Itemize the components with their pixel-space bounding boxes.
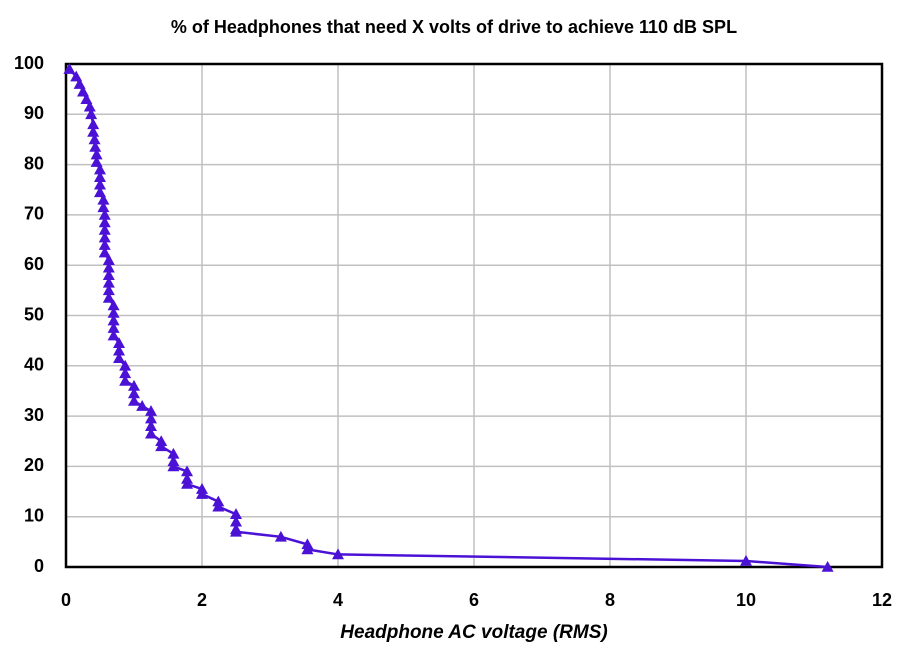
marker	[145, 427, 157, 439]
marker	[98, 208, 111, 220]
marker	[119, 374, 132, 386]
marker	[94, 186, 106, 198]
marker	[90, 156, 103, 167]
y-tick-label: 0	[34, 556, 44, 576]
marker	[77, 85, 89, 97]
x-tick-label: 2	[197, 590, 207, 610]
marker	[128, 395, 140, 406]
x-axis-label: Headphone AC voltage (RMS)	[340, 622, 607, 643]
y-tick-label: 50	[24, 304, 44, 324]
marker	[167, 460, 180, 472]
marker	[63, 63, 76, 74]
marker	[85, 108, 98, 120]
y-tick-label: 20	[24, 455, 44, 475]
marker	[102, 261, 115, 273]
marker	[80, 93, 93, 105]
y-tick-label: 70	[24, 204, 44, 224]
marker	[87, 125, 100, 137]
marker	[274, 530, 287, 542]
marker	[88, 133, 101, 145]
marker	[212, 500, 225, 512]
y-tick-label: 80	[24, 153, 44, 173]
marker	[119, 359, 132, 371]
plot-border	[64, 62, 884, 569]
marker	[181, 478, 194, 489]
marker	[821, 561, 834, 572]
marker	[98, 216, 111, 228]
marker	[98, 231, 111, 243]
marker	[181, 465, 194, 477]
marker	[94, 163, 106, 175]
y-tick-label: 60	[24, 254, 44, 274]
marker	[102, 291, 115, 303]
data-line	[68, 68, 828, 569]
x-tick-label: 6	[469, 590, 479, 610]
marker	[113, 344, 126, 356]
y-tick-label: 10	[24, 505, 44, 525]
marker	[128, 387, 140, 399]
marker	[136, 400, 149, 411]
marker	[145, 405, 157, 416]
marker	[196, 488, 208, 499]
marker	[230, 508, 242, 519]
marker	[145, 420, 157, 431]
marker	[301, 543, 314, 555]
marker	[107, 329, 120, 341]
marker	[97, 201, 110, 213]
marker	[94, 171, 106, 182]
x-tick-label: 4	[333, 590, 343, 610]
y-tick-label: 100	[14, 53, 44, 73]
marker	[107, 322, 120, 333]
marker	[102, 276, 115, 288]
marker	[230, 525, 242, 537]
marker	[145, 412, 157, 424]
y-tick-label: 30	[24, 405, 44, 425]
y-tick-label: 90	[24, 103, 44, 123]
x-tick-label: 10	[736, 590, 756, 610]
marker	[98, 246, 111, 258]
x-tick-label: 0	[61, 590, 71, 610]
marker	[102, 284, 115, 296]
x-tick-label: 12	[872, 590, 892, 610]
marker	[70, 70, 83, 82]
marker	[94, 178, 106, 190]
marker	[155, 440, 168, 452]
marker	[332, 548, 344, 560]
marker	[740, 554, 752, 566]
marker	[87, 118, 100, 130]
marker	[107, 314, 120, 326]
marker	[230, 515, 242, 527]
marker	[97, 193, 110, 205]
marker	[119, 367, 132, 379]
marker	[73, 78, 86, 89]
marker	[102, 269, 115, 281]
y-tick-label: 40	[24, 355, 44, 375]
chart-title: % of Headphones that need X volts of dri…	[171, 17, 737, 37]
marker	[89, 140, 102, 152]
marker	[98, 223, 111, 235]
marker	[113, 352, 126, 364]
marker	[167, 447, 180, 459]
marker	[107, 306, 120, 318]
marker	[113, 337, 126, 348]
marker	[98, 239, 111, 250]
marker	[128, 379, 140, 391]
x-tick-label: 8	[605, 590, 615, 610]
marker	[107, 299, 120, 311]
marker	[83, 100, 96, 112]
marker	[90, 148, 103, 160]
marker	[102, 254, 115, 265]
